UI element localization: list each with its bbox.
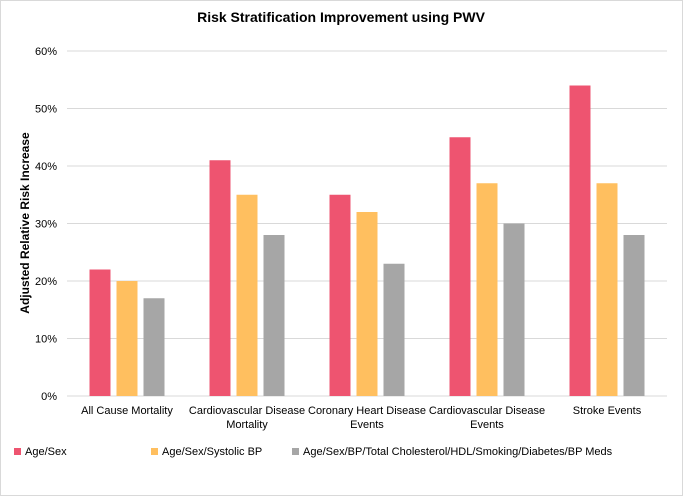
bar-age-sex-0 xyxy=(89,269,111,396)
bar-age-sex-bp-total-cholesterol-hdl-smoking-diabetes-bp-meds-4 xyxy=(623,235,645,396)
bar-age-sex-1 xyxy=(209,160,231,396)
bar-age-sex-systolic-bp-4 xyxy=(596,183,618,396)
category-label: Coronary Heart Disease Events xyxy=(308,405,426,431)
bar-age-sex-bp-total-cholesterol-hdl-smoking-diabetes-bp-meds-3 xyxy=(503,223,525,396)
legend-swatch xyxy=(151,448,158,455)
legend-label: Age/Sex/Systolic BP xyxy=(162,446,262,458)
y-tick-labels: 0% 10% 20% 30% 40% 50% 60% xyxy=(35,46,57,403)
legend: Age/Sex Age/Sex/Systolic BP Age/Sex/BP/Tot… xyxy=(14,446,613,458)
bar-age-sex-systolic-bp-0 xyxy=(116,281,138,396)
y-tick-label: 20% xyxy=(35,276,57,288)
legend-swatch xyxy=(14,448,21,455)
y-tick-label: 30% xyxy=(35,219,57,231)
category-label: Cardiovascular Disease Mortality xyxy=(189,405,305,431)
y-tick-label: 50% xyxy=(35,104,57,116)
bar-age-sex-3 xyxy=(449,137,471,396)
y-axis-label: Adjusted Relative Risk Increase xyxy=(18,132,32,314)
chart-title: Risk Stratification Improvement using PW… xyxy=(197,9,485,25)
category-label: Cardiovascular Disease Events xyxy=(429,405,545,431)
bar-age-sex-systolic-bp-3 xyxy=(476,183,498,396)
bar-age-sex-bp-total-cholesterol-hdl-smoking-diabetes-bp-meds-1 xyxy=(263,235,285,396)
y-tick-label: 0% xyxy=(41,391,57,403)
bar-age-sex-4 xyxy=(569,85,591,396)
bar-age-sex-systolic-bp-2 xyxy=(356,212,378,396)
y-tick-label: 40% xyxy=(35,161,57,173)
category-label: Stroke Events xyxy=(573,405,642,417)
bar-age-sex-bp-total-cholesterol-hdl-smoking-diabetes-bp-meds-2 xyxy=(383,263,405,396)
bars xyxy=(89,85,645,396)
bar-age-sex-bp-total-cholesterol-hdl-smoking-diabetes-bp-meds-0 xyxy=(143,298,165,396)
legend-swatch xyxy=(292,448,299,455)
bar-age-sex-systolic-bp-1 xyxy=(236,194,258,396)
y-tick-label: 10% xyxy=(35,334,57,346)
category-labels: All Cause Mortality Cardiovascular Diseas… xyxy=(81,405,642,431)
y-tick-label: 60% xyxy=(35,46,57,58)
bar-age-sex-2 xyxy=(329,194,351,396)
legend-label: Age/Sex/BP/Total Cholesterol/HDL/Smoking… xyxy=(303,446,613,458)
category-label: All Cause Mortality xyxy=(81,405,173,417)
legend-label: Age/Sex xyxy=(25,446,67,458)
